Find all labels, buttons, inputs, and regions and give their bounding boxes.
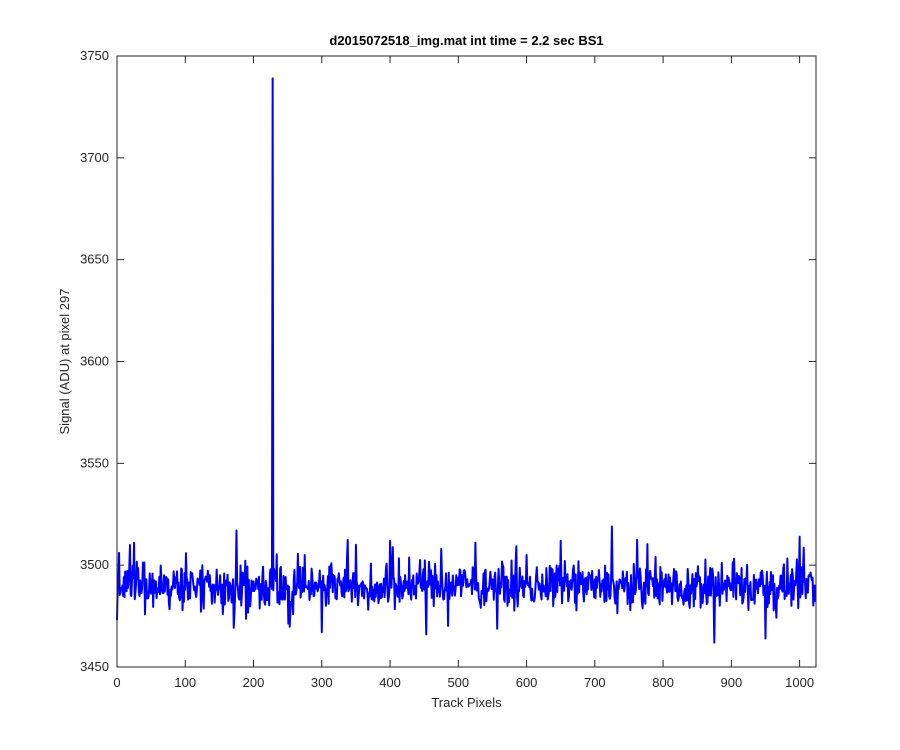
x-tick-label: 400 <box>379 675 401 690</box>
x-tick-label: 0 <box>113 675 120 690</box>
x-tick-label: 1000 <box>785 675 814 690</box>
x-tick-label: 800 <box>652 675 674 690</box>
x-tick-label: 500 <box>447 675 469 690</box>
y-tick-label: 3650 <box>80 252 109 267</box>
y-tick-label: 3500 <box>80 557 109 572</box>
x-tick-label: 900 <box>721 675 743 690</box>
chart-title: d2015072518_img.mat int time = 2.2 sec B… <box>329 33 603 48</box>
axes-background <box>117 56 816 667</box>
x-tick-label: 700 <box>584 675 606 690</box>
x-tick-label: 300 <box>311 675 333 690</box>
y-axis-ticks: 3450 3500 3550 3600 3650 3700 3750 <box>80 48 816 674</box>
y-axis-label: Signal (ADU) at pixel 297 <box>57 289 72 435</box>
x-tick-label: 600 <box>516 675 538 690</box>
y-tick-label: 3450 <box>80 659 109 674</box>
y-tick-label: 3750 <box>80 48 109 63</box>
signal-series-line <box>116 77 817 644</box>
x-axis-label: Track Pixels <box>431 695 502 710</box>
x-tick-label: 200 <box>243 675 265 690</box>
y-tick-label: 3550 <box>80 455 109 470</box>
y-tick-label: 3700 <box>80 150 109 165</box>
series-layer <box>116 77 817 644</box>
x-tick-label: 100 <box>174 675 196 690</box>
x-axis-ticks: 0 100 200 300 400 500 600 700 800 900 1000 <box>113 56 814 690</box>
y-tick-label: 3600 <box>80 354 109 369</box>
